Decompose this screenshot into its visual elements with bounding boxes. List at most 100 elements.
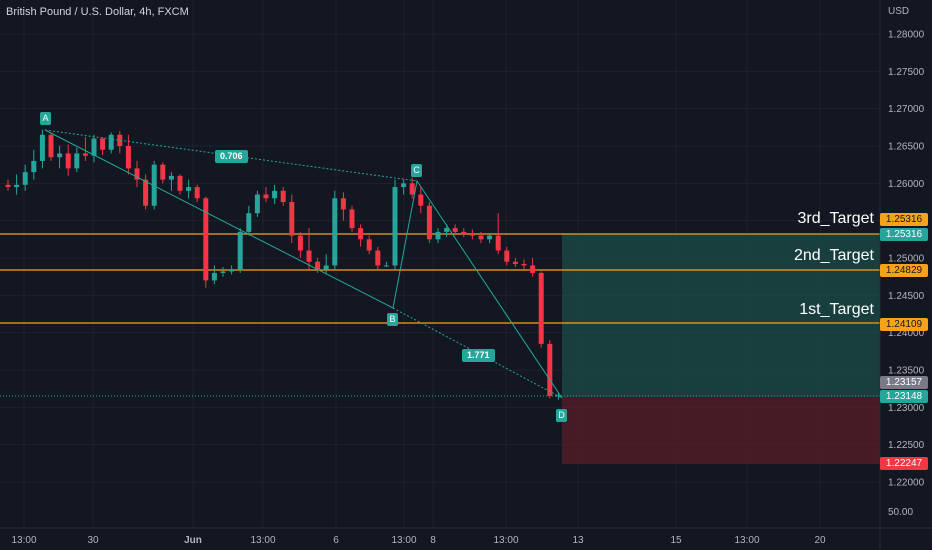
candle-bearish <box>366 239 372 251</box>
time-tick-label: 13:00 <box>11 535 36 546</box>
price-tick-label: 1.23500 <box>888 366 925 377</box>
price-tick-label: 1.24000 <box>888 328 925 339</box>
candle-bearish <box>375 250 381 266</box>
ac-ratio-label: 0.706 <box>215 150 248 163</box>
candle-bearish <box>478 235 484 240</box>
candle-bearish <box>409 183 415 195</box>
candle-bearish <box>263 194 269 199</box>
candle-bullish <box>246 213 252 232</box>
pattern-point-d: D <box>556 409 567 422</box>
stop-price-tag: 1.22247 <box>880 457 928 470</box>
candle-bearish <box>160 164 166 180</box>
ac-ratio-line <box>44 129 418 182</box>
candle-bearish <box>315 261 321 270</box>
price-tick-label: 1.25000 <box>888 254 925 265</box>
abcd-pattern-path <box>44 129 563 399</box>
candle-bullish <box>555 395 561 397</box>
candle-bearish <box>461 231 467 235</box>
candle-bullish <box>401 183 407 188</box>
time-tick-label: 6 <box>333 535 339 546</box>
pattern-point-c: C <box>411 164 422 177</box>
chart-title: British Pound / U.S. Dollar, 4h, FXCM <box>6 6 189 18</box>
candle-bearish <box>426 205 432 240</box>
candle-bearish <box>82 153 88 156</box>
currency-label: USD <box>888 6 910 17</box>
time-tick-label: 13:00 <box>391 535 416 546</box>
candle-bullish <box>435 231 441 240</box>
first-target-label: 1st_Target <box>799 301 874 318</box>
time-tick-label: 13:00 <box>250 535 275 546</box>
candle-bullish <box>272 190 278 199</box>
time-axis: 13:00 30 Jun 13:00 6 13:00 8 13:00 13 15 13:00 20 <box>11 535 826 546</box>
stop-zone <box>562 397 880 464</box>
candle-bullish <box>74 153 80 169</box>
time-tick-label: 13:00 <box>734 535 759 546</box>
candle-bullish <box>14 184 20 188</box>
candle-bearish <box>280 190 286 202</box>
candle-bearish <box>358 228 364 240</box>
candle-bearish <box>289 202 295 236</box>
third-target-position-tag: 1.25316 <box>880 228 928 241</box>
candle-bullish <box>31 160 37 173</box>
candle-bearish <box>530 265 536 273</box>
candle-bullish <box>108 134 114 150</box>
candle-bearish <box>134 168 140 180</box>
candle-bullish <box>237 231 243 270</box>
candle-bullish <box>444 228 450 232</box>
candle-bullish <box>487 235 493 240</box>
candle-bearish <box>177 175 183 191</box>
candle-bullish <box>332 198 338 266</box>
candle-bullish <box>91 138 97 156</box>
time-tick-label: Jun <box>184 535 202 546</box>
second-target-label: 2nd_Target <box>793 247 874 264</box>
price-tick-label: 1.28000 <box>888 30 925 41</box>
last-price-tag: 1.23157 <box>880 376 928 389</box>
candle-bearish <box>452 228 458 232</box>
candle-bearish <box>521 263 527 266</box>
third-target-price-tag: 1.25316 <box>880 213 928 226</box>
price-tick-label: 1.22000 <box>888 478 925 489</box>
bd-ratio-label: 1.771 <box>462 349 495 362</box>
time-tick-label: 13 <box>572 535 584 546</box>
time-tick-label: 30 <box>87 535 99 546</box>
candle-bullish <box>229 269 235 272</box>
candle-bearish <box>340 198 346 210</box>
candle-bearish <box>194 187 200 199</box>
time-tick-label: 8 <box>430 535 436 546</box>
pattern-point-b: B <box>387 313 398 326</box>
candle-bearish <box>125 146 131 169</box>
price-tick-label: 1.22500 <box>888 440 925 451</box>
candle-bearish <box>297 235 303 251</box>
time-tick-label: 13:00 <box>493 535 518 546</box>
price-tick-label: 1.27500 <box>888 67 925 78</box>
candle-bearish <box>512 261 518 264</box>
candle-bearish <box>65 153 71 169</box>
candle-bearish <box>504 250 510 262</box>
candle-bullish <box>383 265 389 267</box>
candle-bullish <box>220 271 226 273</box>
first-target-price-tag: 1.24109 <box>880 318 928 331</box>
candle-bullish <box>22 172 28 185</box>
pattern-point-a: A <box>40 112 51 125</box>
second-target-price-tag: 1.24829 <box>880 264 928 277</box>
candle-bearish <box>547 343 553 397</box>
candle-bullish <box>254 194 260 214</box>
price-tick-label: 1.26500 <box>888 142 925 153</box>
price-tick-label: 1.26000 <box>888 179 925 190</box>
candle-bearish <box>495 235 501 251</box>
candle-bullish <box>186 187 192 191</box>
candle-bearish <box>538 272 544 344</box>
candle-bullish <box>392 187 398 266</box>
candle-bearish <box>418 194 424 206</box>
candle-bearish <box>143 179 149 206</box>
candle-bearish <box>349 209 355 229</box>
candle-bullish <box>151 164 157 206</box>
time-tick-label: 15 <box>670 535 682 546</box>
third-target-label: 3rd_Target <box>797 210 875 227</box>
target-zone <box>562 234 880 397</box>
price-tick-label: 1.24500 <box>888 291 925 302</box>
entry-price-tag: 1.23148 <box>880 390 928 403</box>
candle-bullish <box>168 175 174 180</box>
candle-bearish <box>469 234 475 236</box>
